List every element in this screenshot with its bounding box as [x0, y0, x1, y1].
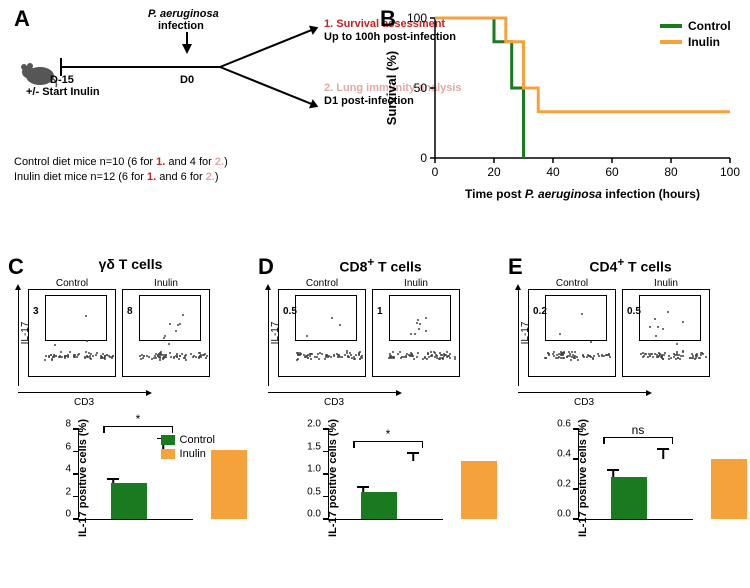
- panel-b: B 0 50 100 0 20 40 60 80 100 Survival (%) Time pos…: [380, 6, 740, 206]
- svg-text:20: 20: [487, 165, 501, 179]
- facs-axes: CD3: [28, 292, 228, 394]
- svg-text:40: 40: [546, 165, 560, 179]
- caption-control: Control diet mice n=10 (6 for 1. and 4 f…: [14, 156, 228, 169]
- d0-label: D0: [180, 74, 194, 87]
- panel-title: γδ T cells: [8, 256, 253, 272]
- errorbar-cap: [657, 448, 669, 450]
- errorbar: [612, 470, 614, 478]
- bar-legend: Control Inulin: [161, 434, 215, 460]
- facs-label-control: Control: [28, 278, 116, 289]
- timeline: P. aeruginosa infection D-15 +/- Start I…: [62, 26, 322, 116]
- significance-label: *: [386, 427, 391, 441]
- timeline-line: [62, 66, 222, 68]
- svg-text:60: 60: [605, 165, 619, 179]
- bar-chart: IL-17 positive cells (%)0.00.51.01.52.0*: [298, 418, 463, 538]
- facs-x-axis-label: CD3: [324, 397, 344, 408]
- svg-text:80: 80: [664, 165, 678, 179]
- d15-sublabel: +/- Start Inulin: [26, 86, 100, 99]
- svg-text:0: 0: [420, 151, 427, 165]
- svg-text:100: 100: [720, 165, 740, 179]
- bar-control: [361, 492, 397, 519]
- legend-item-control: Control: [161, 434, 215, 446]
- errorbar-cap: [407, 452, 419, 454]
- svg-text:Inulin: Inulin: [688, 35, 720, 49]
- panel-a: A P. aeruginosa infection D-15 +/- Start…: [14, 6, 364, 206]
- legend-item-inulin: Inulin: [161, 448, 215, 460]
- facs-axes: CD3: [528, 292, 728, 394]
- bar-chart-axes: 0.00.51.01.52.0*: [328, 430, 443, 520]
- y-tick-label: 2.0: [307, 419, 329, 430]
- timeline-branch-up: [220, 29, 313, 68]
- y-tick-label: 0.5: [307, 486, 329, 497]
- y-tick-label: 0.0: [557, 509, 579, 520]
- infection-label-2: infection: [158, 20, 204, 33]
- panel-label-a: A: [14, 6, 30, 32]
- svg-text:50: 50: [414, 81, 428, 95]
- errorbar: [662, 449, 664, 460]
- significance-bracket: [353, 441, 423, 447]
- svg-text:Time post P. aeruginosa infect: Time post P. aeruginosa infection (hours…: [465, 187, 700, 201]
- svg-text:100: 100: [407, 11, 427, 25]
- errorbar-cap: [607, 469, 619, 471]
- facs-label-inulin: Inulin: [372, 278, 460, 289]
- errorbar: [412, 453, 414, 461]
- bar-chart-axes: 0.00.20.40.6ns: [578, 430, 693, 520]
- bar-inulin: [211, 450, 247, 519]
- y-tick-label: 0.4: [557, 449, 579, 460]
- y-tick-label: 4: [65, 464, 79, 475]
- panel-title: CD8+ T cells: [258, 256, 503, 275]
- branch2-num: 2.: [324, 82, 333, 94]
- y-tick-label: 6: [65, 441, 79, 452]
- svg-text:Survival (%): Survival (%): [384, 51, 399, 125]
- y-tick-label: 2: [65, 486, 79, 497]
- panel-c: Cγδ T cellsControl3IL-17Inulin8 CD3 IL-1…: [8, 254, 253, 570]
- survival-chart: 0 50 100 0 20 40 60 80 100 Survival (%) Time post …: [380, 6, 740, 206]
- y-tick-label: 1.0: [307, 464, 329, 475]
- bar-control: [111, 483, 147, 519]
- y-tick-label: 8: [65, 419, 79, 430]
- caption-inulin: Inulin diet mice n=12 (6 for 1. and 6 fo…: [14, 171, 219, 184]
- timeline-branch-down: [220, 66, 313, 105]
- svg-text:0: 0: [432, 165, 439, 179]
- bar-chart: IL-17 positive cells (%)02468* Control I…: [48, 418, 213, 538]
- facs-axes: CD3: [278, 292, 478, 394]
- y-tick-label: 1.5: [307, 441, 329, 452]
- branch1-num: 1.: [324, 18, 333, 30]
- facs-x-axis-label: CD3: [74, 397, 94, 408]
- infection-arrow-head: [182, 44, 192, 54]
- bar-inulin: [461, 461, 497, 520]
- panel-d: DCD8+ T cellsControl0.5IL-17Inulin1 CD3 …: [258, 254, 503, 570]
- facs-label-control: Control: [278, 278, 366, 289]
- significance-bracket: [603, 437, 673, 443]
- significance-label: *: [136, 412, 141, 426]
- significance-bracket: [103, 426, 173, 432]
- bar-control: [611, 477, 647, 519]
- bar-chart: IL-17 positive cells (%)0.00.20.40.6ns: [548, 418, 713, 538]
- y-tick-label: 0.6: [557, 419, 579, 430]
- y-tick-label: 0: [65, 509, 79, 520]
- significance-label: ns: [632, 423, 645, 437]
- errorbar-cap: [107, 478, 119, 480]
- y-tick-label: 0.0: [307, 509, 329, 520]
- y-tick-label: 0.2: [557, 479, 579, 490]
- facs-label-control: Control: [528, 278, 616, 289]
- errorbar-cap: [357, 486, 369, 488]
- bar-inulin: [711, 459, 747, 519]
- panel-title: CD4+ T cells: [508, 256, 750, 275]
- facs-label-inulin: Inulin: [622, 278, 710, 289]
- svg-text:Control: Control: [688, 19, 731, 33]
- panel-label-b: B: [380, 6, 396, 32]
- facs-label-inulin: Inulin: [122, 278, 210, 289]
- panel-e: ECD4+ T cellsControl0.2IL-17Inulin0.5 CD…: [508, 254, 750, 570]
- facs-x-axis-label: CD3: [574, 397, 594, 408]
